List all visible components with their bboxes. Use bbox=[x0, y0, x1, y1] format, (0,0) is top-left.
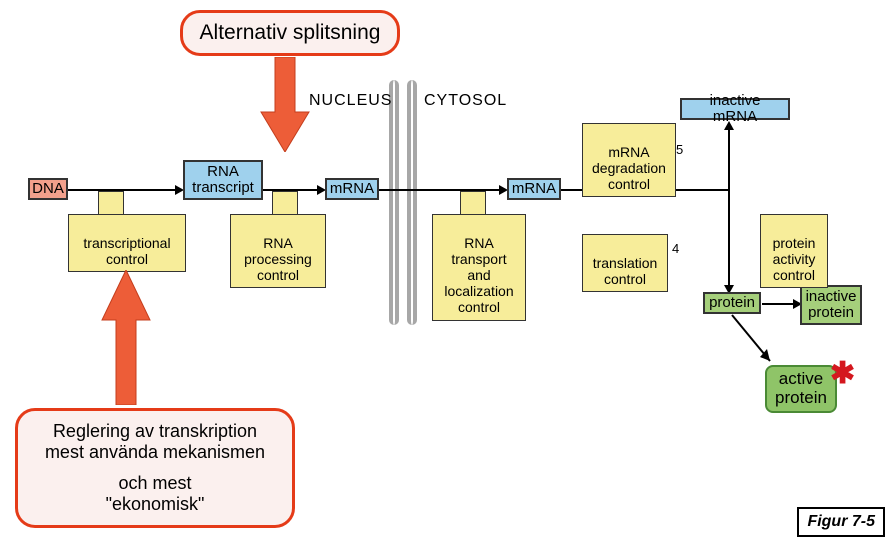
label-cytosol: CYTOSOL bbox=[424, 92, 507, 110]
ctrl-num-5: 5 bbox=[676, 142, 683, 157]
ctrl-1-notch bbox=[98, 191, 124, 214]
node-mrna2-text: mRNA bbox=[512, 181, 556, 198]
node-mrna-1: mRNA bbox=[325, 178, 379, 200]
node-inactive-protein-text: inactive protein bbox=[806, 289, 857, 322]
ctrl-rna-processing: RNA processing control bbox=[230, 214, 326, 288]
callout-bottom-line1: Reglering av transkription bbox=[53, 421, 257, 442]
node-mrna1-text: mRNA bbox=[330, 181, 374, 198]
ctrl-protein-activity: protein activity control bbox=[760, 214, 828, 288]
node-protein-text: protein bbox=[709, 295, 755, 312]
flow-protein-inactive bbox=[762, 303, 797, 305]
callout-bottom-line4: "ekonomisk" bbox=[106, 494, 205, 515]
node-rna-transcript-text: RNA transcript bbox=[192, 164, 254, 197]
flow-protein-active bbox=[730, 313, 780, 373]
ctrl-5-text: mRNA degradation control bbox=[592, 144, 666, 192]
big-arrow-top bbox=[257, 57, 313, 152]
nuclear-membrane-left bbox=[389, 80, 399, 325]
callout-bottom-line3: och mest bbox=[118, 473, 191, 494]
ctrl-transcriptional: transcriptional control bbox=[68, 214, 186, 272]
node-inactive-mrna: inactive mRNA bbox=[680, 98, 790, 120]
node-mrna-2: mRNA bbox=[507, 178, 561, 200]
node-rna-transcript: RNA transcript bbox=[183, 160, 263, 200]
ctrl-3-notch bbox=[460, 191, 486, 214]
ctrl-num-4: 4 bbox=[672, 241, 679, 256]
node-inactive-protein: inactive protein bbox=[800, 285, 862, 325]
node-active-protein-text: active protein bbox=[775, 370, 827, 407]
ctrl-2-notch bbox=[272, 191, 298, 214]
node-dna: DNA bbox=[28, 178, 68, 200]
nuclear-membrane-right bbox=[407, 80, 417, 325]
ctrl-6-text: protein activity control bbox=[773, 235, 816, 283]
figref-text: Figur 7-5 bbox=[807, 513, 875, 530]
ctrl-4-text: translation control bbox=[593, 255, 658, 287]
big-arrow-bottom bbox=[98, 270, 154, 405]
node-protein: protein bbox=[703, 292, 761, 314]
callout-alternative-splicing: Alternativ splitsning bbox=[180, 10, 400, 56]
ctrl-2-text: RNA processing control bbox=[244, 235, 312, 283]
flow-up-inactive-mrna bbox=[728, 128, 730, 191]
ctrl-3-text: RNA transport and localization control bbox=[444, 235, 513, 315]
flow-dna-rna bbox=[68, 189, 181, 191]
node-dna-text: DNA bbox=[32, 181, 64, 198]
callout-top-text: Alternativ splitsning bbox=[200, 21, 381, 45]
node-inactive-mrna-text: inactive mRNA bbox=[686, 93, 784, 126]
asterisk-icon: ✱ bbox=[830, 356, 855, 391]
callout-transcription-regulation: Reglering av transkription mest använda … bbox=[15, 408, 295, 528]
flow-down-protein bbox=[728, 189, 730, 290]
ctrl-translation: translation control bbox=[582, 234, 668, 292]
ctrl-rna-transport: RNA transport and localization control bbox=[432, 214, 526, 321]
ctrl-mrna-degradation: mRNA degradation control bbox=[582, 123, 676, 197]
callout-bottom-line2: mest använda mekanismen bbox=[45, 442, 265, 463]
label-nucleus: NUCLEUS bbox=[309, 92, 392, 110]
ctrl-1-text: transcriptional control bbox=[83, 235, 170, 267]
node-active-protein: active protein bbox=[765, 365, 837, 413]
figure-reference: Figur 7-5 bbox=[797, 507, 885, 537]
